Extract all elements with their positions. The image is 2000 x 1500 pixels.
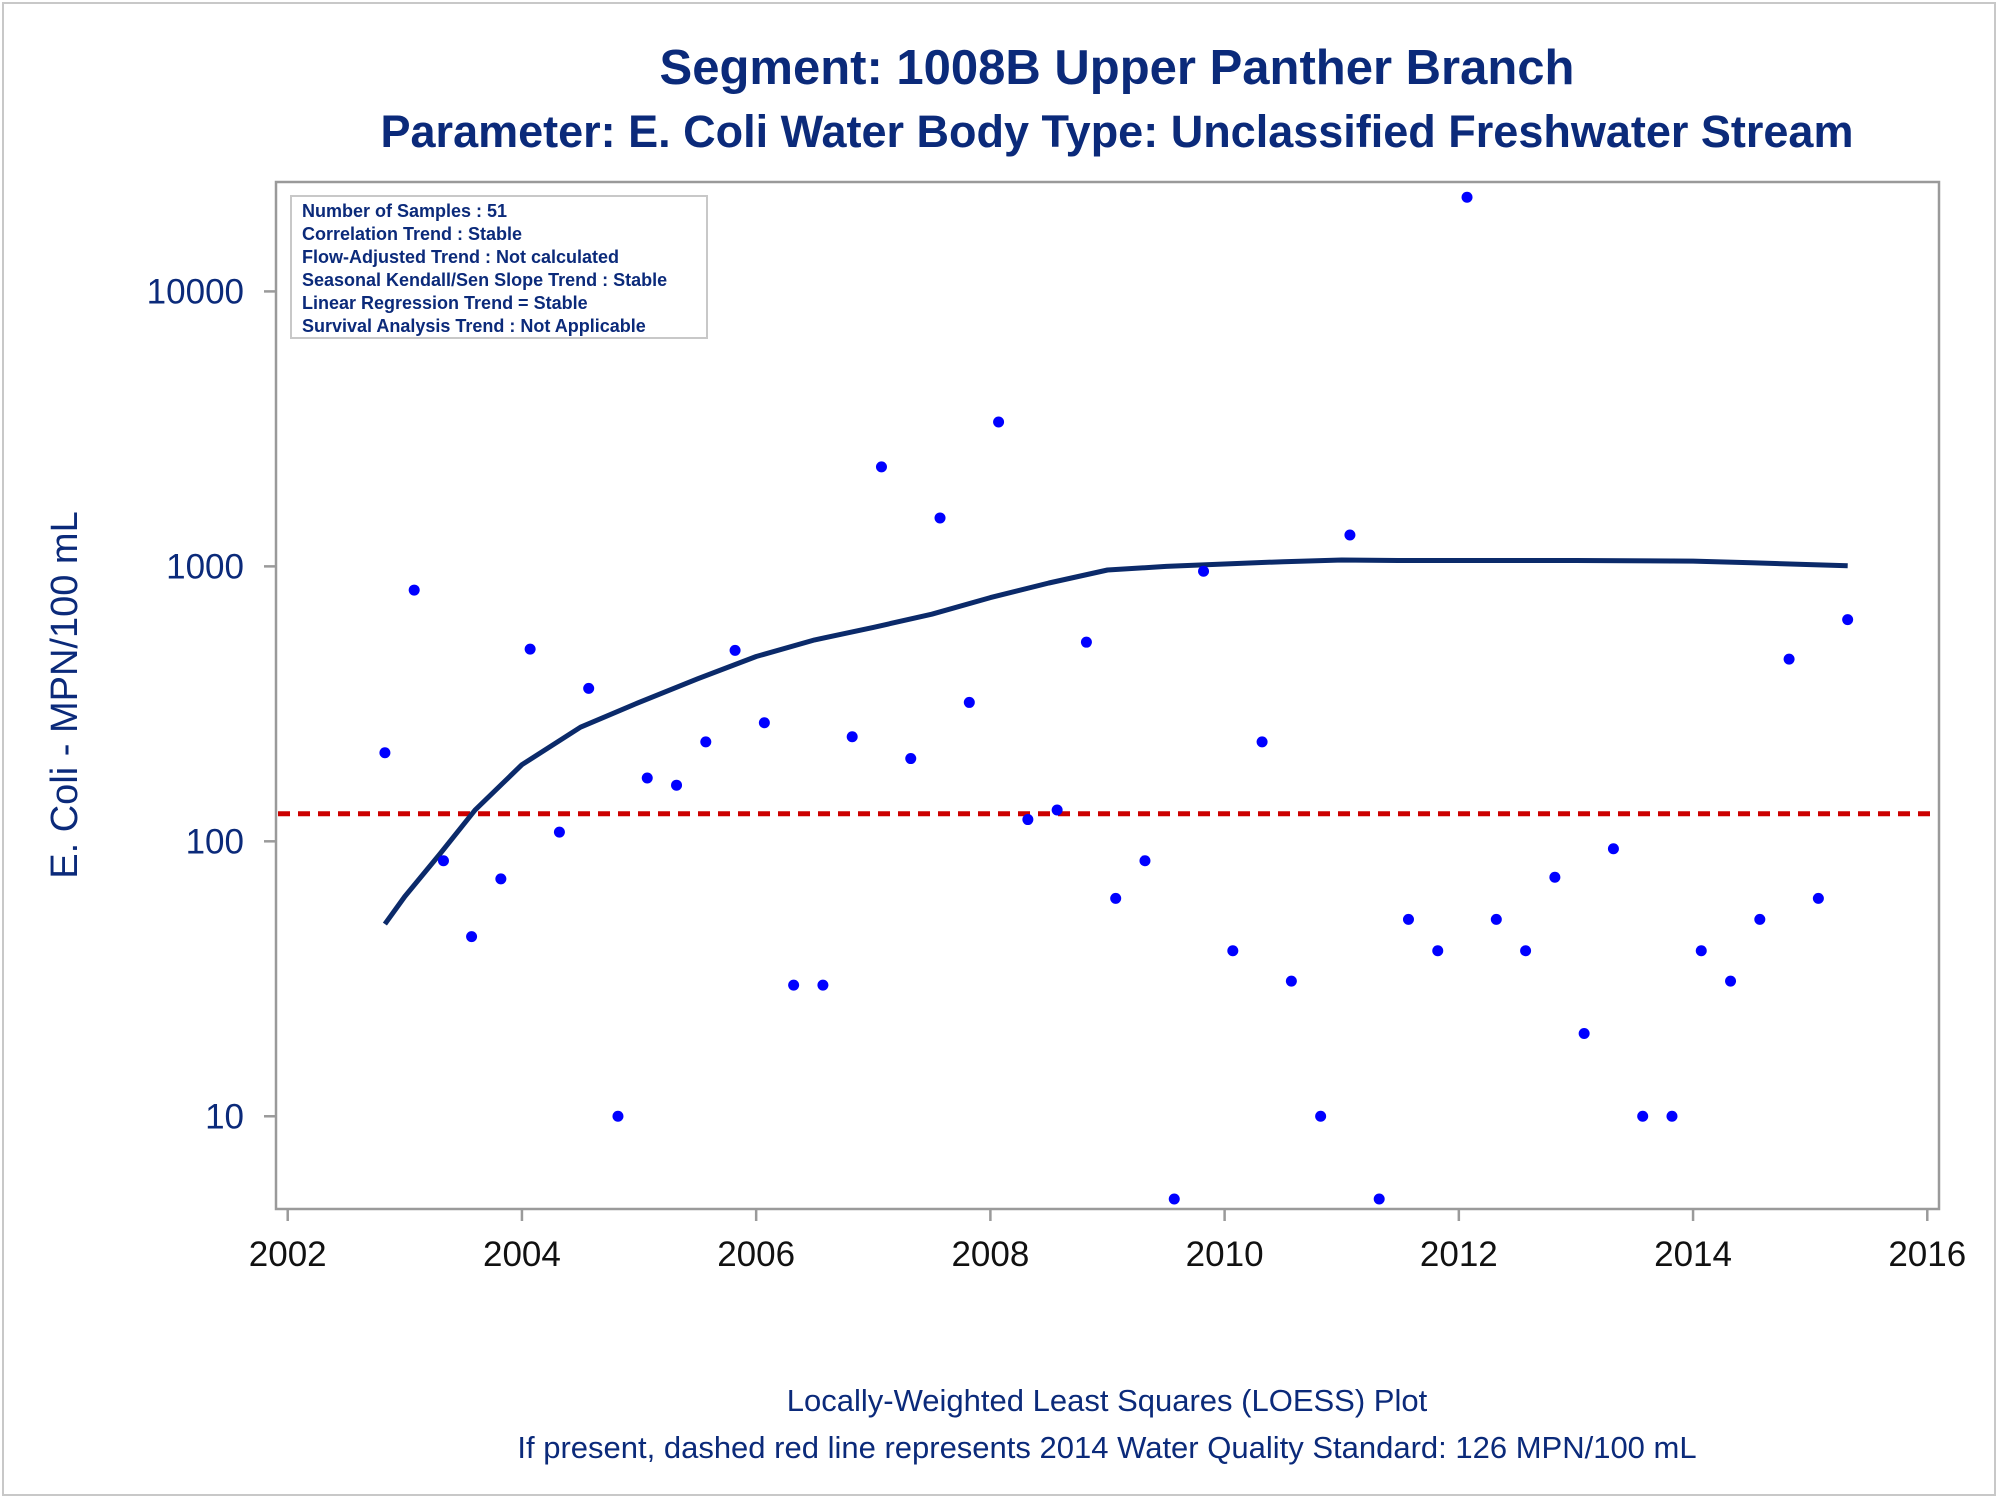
chart-title: Segment: 1008B Upper Panther Branch <box>660 41 1575 95</box>
data-point <box>583 682 595 694</box>
y-tick-label: 10 <box>205 1097 244 1136</box>
data-point <box>1432 945 1444 957</box>
data-point <box>1461 191 1473 203</box>
data-point <box>1695 945 1707 957</box>
loess-curve <box>382 557 1848 926</box>
x-tick-label: 2012 <box>1420 1235 1498 1274</box>
data-point <box>1578 1028 1590 1040</box>
data-point <box>1285 975 1297 987</box>
data-point <box>1373 1193 1385 1205</box>
data-point <box>1051 804 1063 816</box>
data-point <box>934 512 946 524</box>
x-tick-label: 2014 <box>1654 1235 1732 1274</box>
x-tick-label: 2016 <box>1888 1235 1966 1274</box>
x-tick-label: 2008 <box>951 1235 1029 1274</box>
data-point <box>1227 945 1239 957</box>
data-point <box>612 1110 624 1122</box>
plot-area <box>274 180 1941 1211</box>
data-point <box>408 584 420 596</box>
data-point <box>437 855 449 867</box>
x-tick-label: 2004 <box>483 1235 561 1274</box>
data-point <box>963 696 975 708</box>
data-point <box>1754 913 1766 925</box>
data-point <box>1725 975 1737 987</box>
data-point <box>553 826 565 838</box>
data-point <box>495 873 507 885</box>
data-point <box>1812 892 1824 904</box>
y-axis-label: E. Coli - MPN/100 mL <box>44 511 86 878</box>
data-point <box>700 736 712 748</box>
data-point <box>1344 529 1356 541</box>
data-point <box>1842 614 1854 626</box>
y-axis: 10 100 1000 10000 <box>147 272 276 1136</box>
y-tick-label: 100 <box>186 822 244 861</box>
data-point <box>758 717 770 729</box>
data-point <box>1022 814 1034 826</box>
data-point <box>1198 565 1210 577</box>
data-point <box>905 753 917 765</box>
data-point <box>875 461 887 473</box>
x-tick-label: 2006 <box>717 1235 795 1274</box>
stats-line: Seasonal Kendall/Sen Slope Trend : Stabl… <box>302 270 667 290</box>
data-point <box>1110 892 1122 904</box>
data-point <box>1168 1193 1180 1205</box>
footnote-method: Locally-Weighted Least Squares (LOESS) P… <box>787 1383 1428 1418</box>
data-point <box>817 979 829 991</box>
stats-box: Number of Samples : 51 Correlation Trend… <box>290 195 708 339</box>
stats-line: Survival Analysis Trend : Not Applicable <box>302 316 646 336</box>
data-point <box>1783 653 1795 665</box>
stats-line: Linear Regression Trend = Stable <box>302 293 588 313</box>
data-point <box>379 747 391 759</box>
data-point <box>1520 945 1532 957</box>
data-point <box>466 931 478 943</box>
data-point <box>846 731 858 743</box>
x-tick-label: 2010 <box>1186 1235 1264 1274</box>
footnote-standard: If present, dashed red line represents 2… <box>517 1430 1696 1465</box>
data-point <box>1080 636 1092 648</box>
data-point <box>788 979 800 991</box>
stats-line: Flow-Adjusted Trend : Not calculated <box>302 247 619 267</box>
data-point <box>641 772 653 784</box>
data-point <box>1637 1110 1649 1122</box>
data-point <box>729 644 741 656</box>
data-point <box>1256 736 1268 748</box>
data-point <box>1549 871 1561 883</box>
chart-subtitle: Parameter: E. Coli Water Body Type: Uncl… <box>381 106 1854 157</box>
data-point <box>1666 1110 1678 1122</box>
x-axis: 2002 2004 2006 2008 2010 2012 2014 2016 <box>249 1209 1966 1274</box>
data-point <box>1315 1110 1327 1122</box>
stats-line: Number of Samples : 51 <box>302 201 507 221</box>
data-point <box>1402 913 1414 925</box>
y-tick-label: 1000 <box>166 547 244 586</box>
data-point <box>993 416 1005 428</box>
data-point <box>1607 843 1619 855</box>
stats-box-border <box>290 195 708 339</box>
x-tick-label: 2002 <box>249 1235 327 1274</box>
stats-line: Correlation Trend : Stable <box>302 224 522 244</box>
data-point <box>1490 913 1502 925</box>
data-point <box>671 779 683 791</box>
data-point <box>1139 855 1151 867</box>
data-point <box>524 643 536 655</box>
data-points <box>379 191 1854 1205</box>
y-tick-label: 10000 <box>147 272 244 311</box>
